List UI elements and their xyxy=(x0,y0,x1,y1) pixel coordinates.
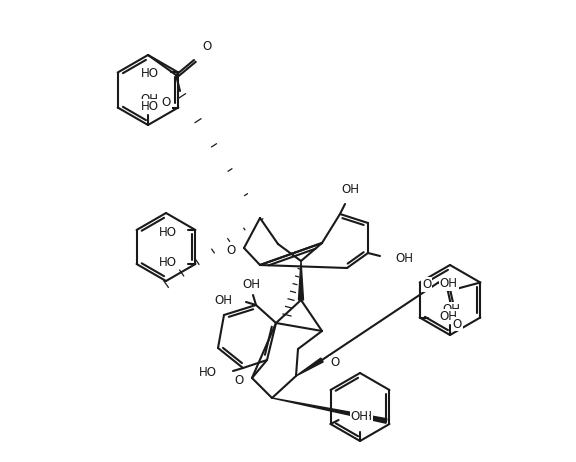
Text: HO: HO xyxy=(158,256,176,269)
Text: O: O xyxy=(453,317,462,330)
Text: O: O xyxy=(330,357,339,370)
Text: OH: OH xyxy=(395,251,413,265)
Text: HO: HO xyxy=(141,100,160,113)
Text: OH: OH xyxy=(439,277,458,290)
Polygon shape xyxy=(296,358,323,376)
Polygon shape xyxy=(298,261,304,300)
Text: OH: OH xyxy=(140,93,158,106)
Text: HO: HO xyxy=(158,225,176,238)
Text: HO: HO xyxy=(199,366,217,379)
Text: O: O xyxy=(422,278,431,291)
Text: O: O xyxy=(162,96,171,109)
Text: O: O xyxy=(202,40,211,53)
Text: OH: OH xyxy=(214,293,232,306)
Polygon shape xyxy=(272,398,387,423)
Text: HO: HO xyxy=(141,67,160,80)
Text: OH: OH xyxy=(354,410,372,423)
Text: OH: OH xyxy=(242,278,260,291)
Text: O: O xyxy=(227,244,236,257)
Text: OH: OH xyxy=(351,409,369,423)
Text: OH: OH xyxy=(341,183,359,196)
Text: OH: OH xyxy=(439,310,458,323)
Text: O: O xyxy=(235,375,244,388)
Text: OH: OH xyxy=(442,303,460,316)
